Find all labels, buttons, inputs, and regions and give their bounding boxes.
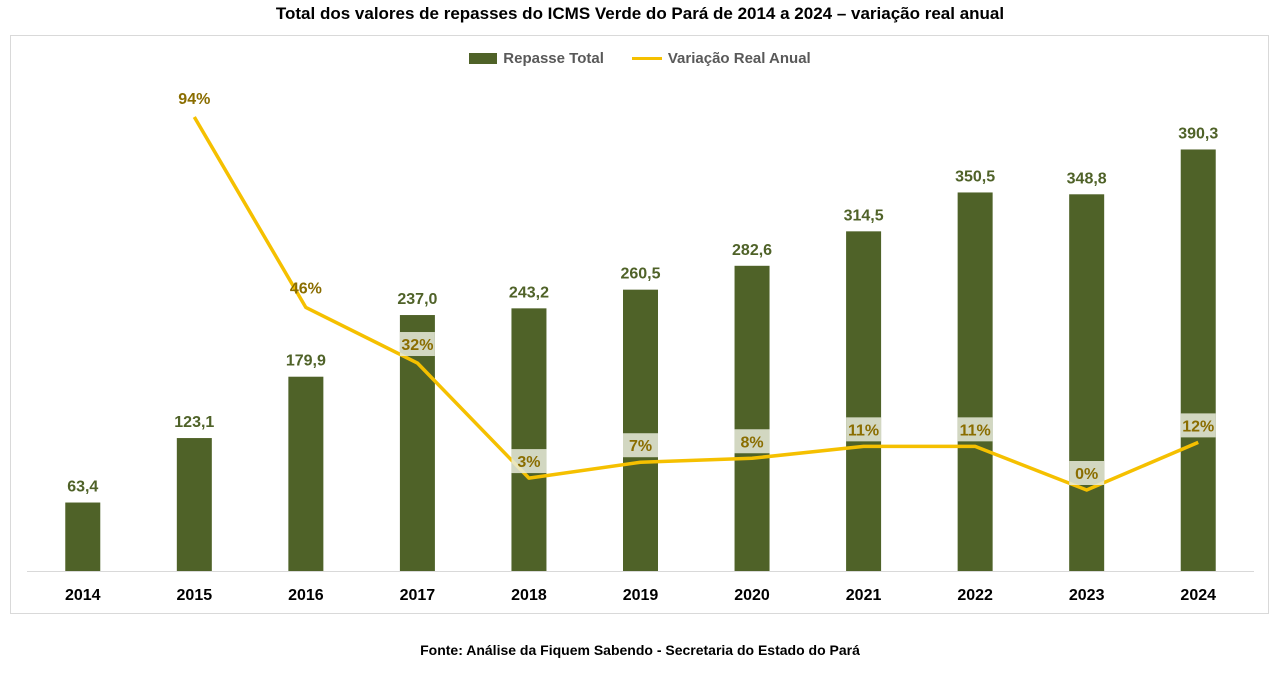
x-tick-label-2016: 2016: [288, 587, 324, 604]
x-tick-label-2014: 2014: [65, 587, 101, 604]
bar-2024: [1180, 149, 1216, 571]
pct-label-2024: 12%: [1182, 418, 1214, 435]
x-tick-label-2021: 2021: [846, 587, 882, 604]
bar-value-label-2020: 282,6: [732, 242, 772, 259]
pct-label-2019: 7%: [629, 438, 652, 455]
bar-value-label-2017: 237,0: [397, 291, 437, 308]
bar-value-label-2018: 243,2: [509, 284, 549, 301]
x-tick-label-2022: 2022: [957, 587, 993, 604]
x-tick-label-2024: 2024: [1180, 587, 1216, 604]
bar-2019: [623, 289, 658, 571]
bar-value-label-2015: 123,1: [174, 414, 214, 431]
pct-label-2021: 11%: [848, 422, 879, 439]
legend-item-line: Variação Real Anual: [631, 50, 811, 67]
legend-item-bar: Repasse Total: [469, 50, 604, 67]
legend-bar-label: Repasse Total: [503, 50, 604, 67]
pct-label-2018: 3%: [517, 454, 540, 471]
bar-2014: [65, 502, 101, 571]
chart-title: Total dos valores de repasses do ICMS Ve…: [275, 4, 1005, 23]
bar-2023: [1069, 194, 1105, 571]
bar-value-label-2016: 179,9: [286, 353, 326, 370]
bar-2021: [846, 231, 882, 571]
pct-label-bg-2023: [1069, 461, 1105, 485]
bar-2020: [734, 265, 770, 571]
x-tick-label-2023: 2023: [1069, 587, 1105, 604]
pct-label-bg-2024: [1180, 413, 1216, 438]
pct-label-bg-2017: [399, 332, 435, 357]
bar-value-label-2024: 390,3: [1178, 125, 1218, 142]
pct-label-bg-2021: [846, 417, 882, 442]
bar-value-label-2014: 63,4: [67, 479, 98, 496]
pct-label-bg-2019: [623, 433, 658, 458]
bar-2022: [957, 192, 993, 571]
pct-label-2015: 94%: [178, 91, 210, 108]
bar-2016: [288, 376, 324, 571]
source-note: Fonte: Análise da Fiquem Sabendo - Secre…: [420, 642, 860, 658]
bar-value-label-2021: 314,5: [844, 207, 884, 224]
x-tick-label-2015: 2015: [177, 587, 213, 604]
pct-label-2016: 46%: [290, 280, 322, 297]
x-tick-label-2017: 2017: [400, 587, 436, 604]
pct-label-2017: 32%: [401, 337, 433, 354]
pct-label-2022: 11%: [960, 422, 991, 439]
pct-label-bg-2020: [734, 429, 770, 454]
pct-label-bg-2022: [957, 417, 993, 442]
x-tick-label-2018: 2018: [511, 587, 547, 604]
pct-label-2023: 0%: [1075, 466, 1098, 483]
bar-value-label-2023: 348,8: [1067, 170, 1107, 187]
x-tick-label-2019: 2019: [623, 587, 659, 604]
bar-value-label-2019: 260,5: [620, 266, 660, 283]
legend-bar-swatch: [469, 53, 498, 64]
x-tick-label-2020: 2020: [734, 587, 770, 604]
legend-line-swatch: [631, 57, 662, 60]
pct-label-bg-2018: [511, 449, 547, 474]
pct-label-2020: 8%: [740, 434, 763, 451]
legend: Repasse Total Variação Real Anual: [0, 50, 1280, 67]
bar-value-label-2022: 350,5: [955, 168, 995, 185]
legend-line-label: Variação Real Anual: [667, 50, 811, 67]
bar-2018: [511, 308, 547, 571]
bar-2015: [176, 438, 212, 571]
variation-line: [192, 116, 1199, 492]
